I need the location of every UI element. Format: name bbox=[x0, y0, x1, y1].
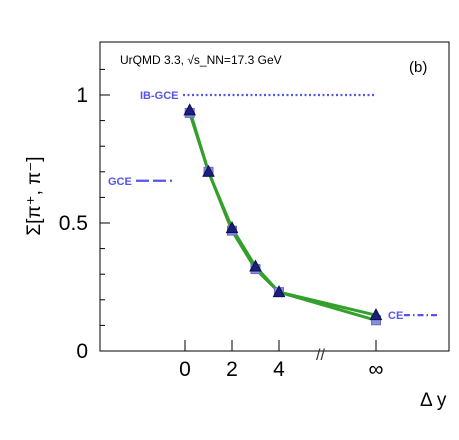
chart-title: UrQMD 3.3, √s_NN=17.3 GeV bbox=[120, 53, 282, 67]
x-tick-label: ∞ bbox=[369, 358, 384, 381]
reference-label-gce: GCE bbox=[108, 176, 132, 188]
data-point-triangle bbox=[249, 259, 262, 272]
x-tick-label: 0 bbox=[179, 358, 191, 381]
y-axis-title: Σ[π⁺, π⁻] bbox=[24, 156, 45, 235]
series-line bbox=[188, 109, 377, 317]
data-point-triangle bbox=[272, 285, 286, 298]
reference-label-ib-gce: IB-GCE bbox=[140, 90, 179, 102]
y-axis-ticks: 00.51 bbox=[59, 68, 110, 363]
x-tick-label: 4 bbox=[273, 358, 285, 381]
data-point-triangle bbox=[369, 308, 383, 321]
data-point-triangle bbox=[225, 221, 239, 234]
reference-label-ce: CE bbox=[388, 310, 403, 322]
series-line bbox=[188, 112, 377, 322]
y-tick-label: 0.5 bbox=[59, 212, 88, 235]
data-point-triangle bbox=[202, 164, 215, 177]
plot-frame bbox=[99, 41, 450, 352]
series-group bbox=[183, 103, 383, 326]
reference-lines: IB-GCE GCE CE bbox=[108, 90, 440, 322]
axis-break-label: // bbox=[316, 347, 325, 364]
y-tick-label: 1 bbox=[76, 84, 88, 107]
x-axis-title: Δ y bbox=[420, 390, 447, 411]
x-tick-label: 2 bbox=[226, 358, 238, 381]
x-axis-ticks: 0 2 4 ∞ bbox=[179, 340, 384, 381]
data-point-triangle bbox=[183, 103, 197, 116]
panel-label: (b) bbox=[409, 59, 427, 76]
y-tick-label: 0 bbox=[76, 340, 88, 363]
